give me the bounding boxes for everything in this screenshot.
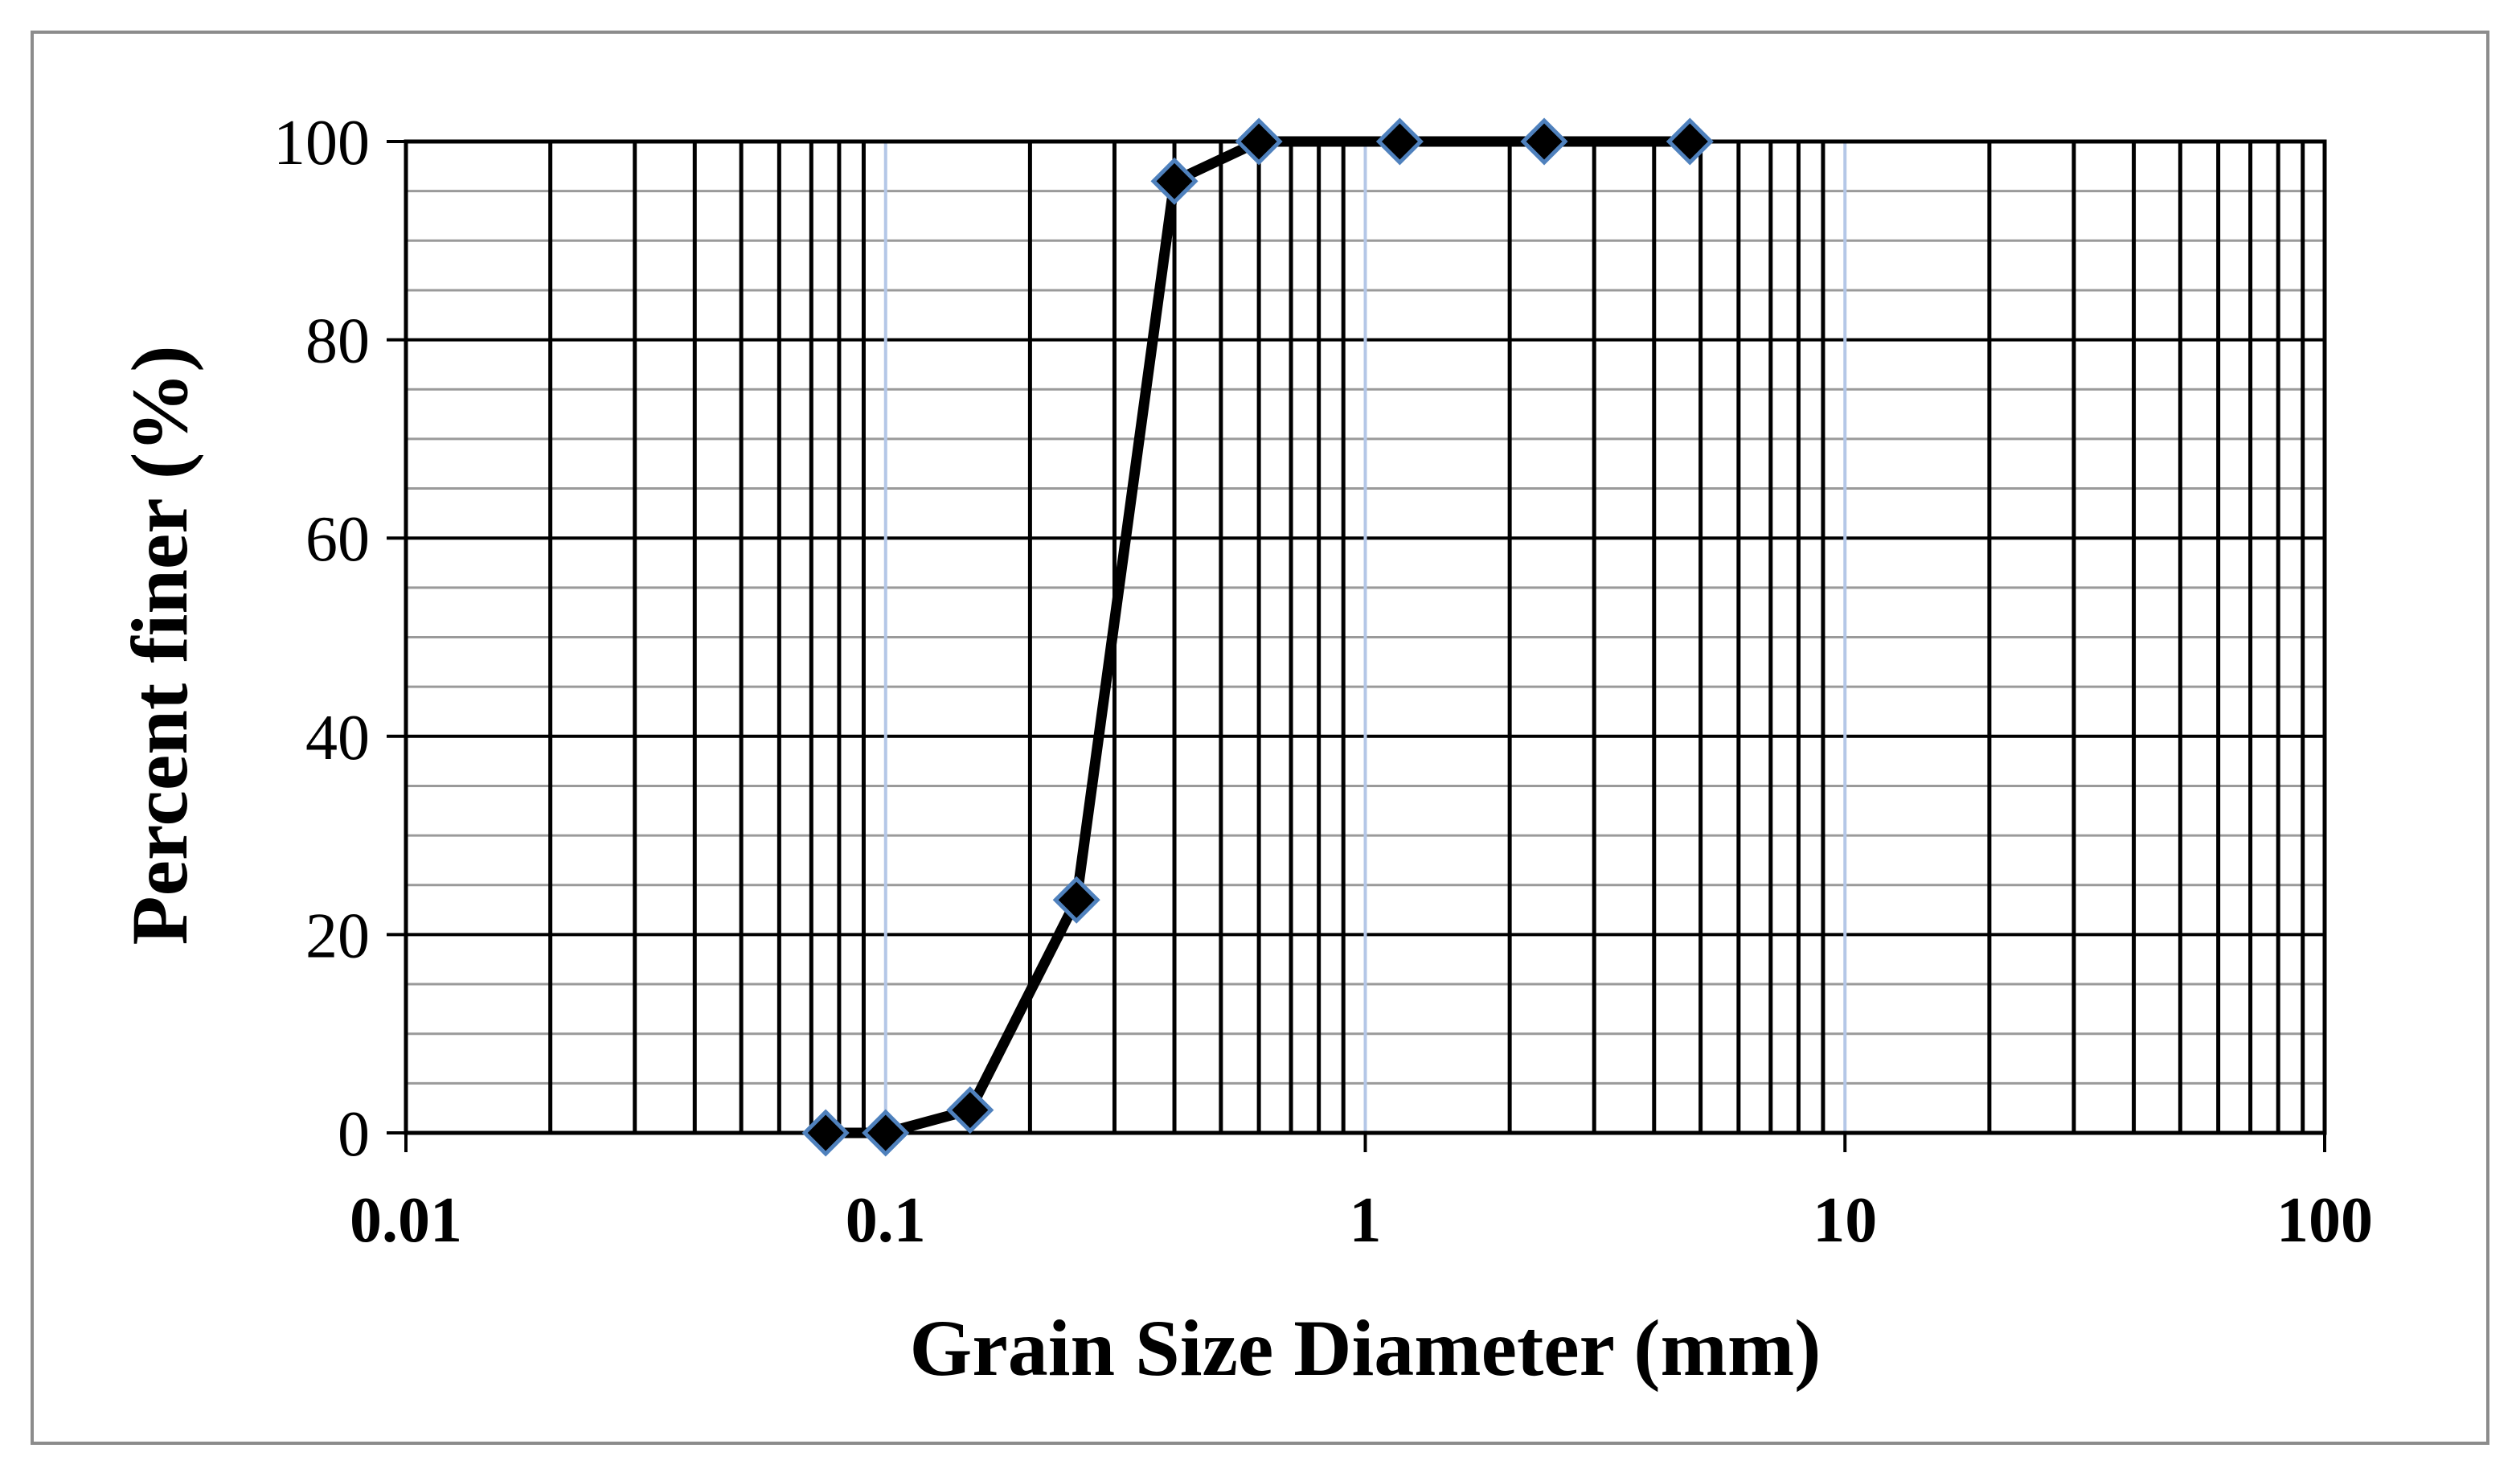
data-point-marker (946, 1086, 994, 1134)
data-point-marker (1375, 117, 1424, 166)
data-point-marker (1150, 157, 1199, 205)
x-tick-label: 0.01 (350, 1185, 462, 1256)
x-axis-title: Grain Size Diameter (mm) (910, 1303, 1821, 1393)
grid-layer (406, 140, 2325, 1134)
data-point-marker (1052, 876, 1100, 924)
data-point-marker (1666, 117, 1714, 166)
y-tick-label: 80 (305, 306, 370, 377)
series-layer (801, 117, 1714, 1157)
data-point-marker (862, 1109, 910, 1157)
x-tick-label: 0.1 (846, 1185, 926, 1256)
y-axis-title: Percent finer (%) (115, 346, 204, 946)
y-tick-label: 0 (338, 1099, 370, 1170)
data-point-marker (1235, 117, 1283, 166)
y-tick-label: 60 (305, 504, 370, 575)
x-tick-label: 100 (2276, 1185, 2373, 1256)
y-tick-label: 20 (305, 901, 370, 971)
axis-layer (387, 139, 2327, 1152)
label-layer: 0 20 40 60 80 100 0.01 0.1 1 10 100 Grain Size Diam… (115, 108, 2373, 1393)
y-tick-label: 100 (273, 108, 370, 178)
data-point-marker (801, 1109, 850, 1157)
y-tick-label: 40 (305, 703, 370, 773)
x-tick-label: 10 (1813, 1185, 1877, 1256)
x-tick-label: 1 (1350, 1185, 1382, 1256)
data-point-marker (1520, 117, 1568, 166)
